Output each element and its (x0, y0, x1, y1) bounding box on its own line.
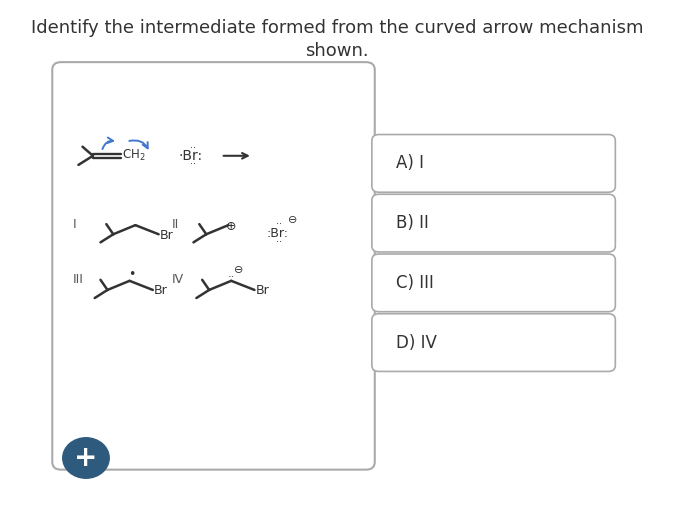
Text: shown.: shown. (305, 42, 369, 60)
Text: Identify the intermediate formed from the curved arrow mechanism: Identify the intermediate formed from th… (31, 19, 643, 37)
Text: Br: Br (154, 285, 168, 297)
Text: :Br:: :Br: (266, 227, 288, 240)
Text: ··: ·· (276, 237, 282, 247)
Text: IV: IV (171, 273, 183, 286)
Circle shape (63, 438, 109, 478)
Text: ⊖: ⊖ (233, 265, 243, 275)
Text: C) III: C) III (396, 274, 434, 292)
Text: ·Br:: ·Br: (179, 149, 203, 163)
Text: ··: ·· (191, 143, 197, 153)
Text: ··: ·· (191, 159, 197, 169)
Text: II: II (171, 218, 179, 231)
FancyBboxPatch shape (53, 62, 375, 470)
Text: A) I: A) I (396, 154, 424, 173)
Text: I: I (73, 218, 76, 231)
Text: B) II: B) II (396, 214, 429, 232)
FancyBboxPatch shape (372, 314, 615, 372)
Text: CH$_2$: CH$_2$ (122, 148, 146, 163)
Text: ··: ·· (228, 272, 235, 282)
FancyBboxPatch shape (372, 194, 615, 252)
Text: +: + (74, 444, 98, 472)
FancyBboxPatch shape (372, 254, 615, 312)
Text: •: • (128, 268, 135, 281)
Text: ··: ·· (276, 219, 282, 229)
Text: III: III (73, 273, 84, 286)
Text: D) IV: D) IV (396, 333, 437, 352)
Text: Br: Br (255, 285, 270, 297)
Text: ⊖: ⊖ (288, 215, 297, 225)
Text: ⊕: ⊕ (225, 220, 236, 233)
Text: Br: Br (160, 229, 173, 242)
FancyBboxPatch shape (372, 134, 615, 192)
